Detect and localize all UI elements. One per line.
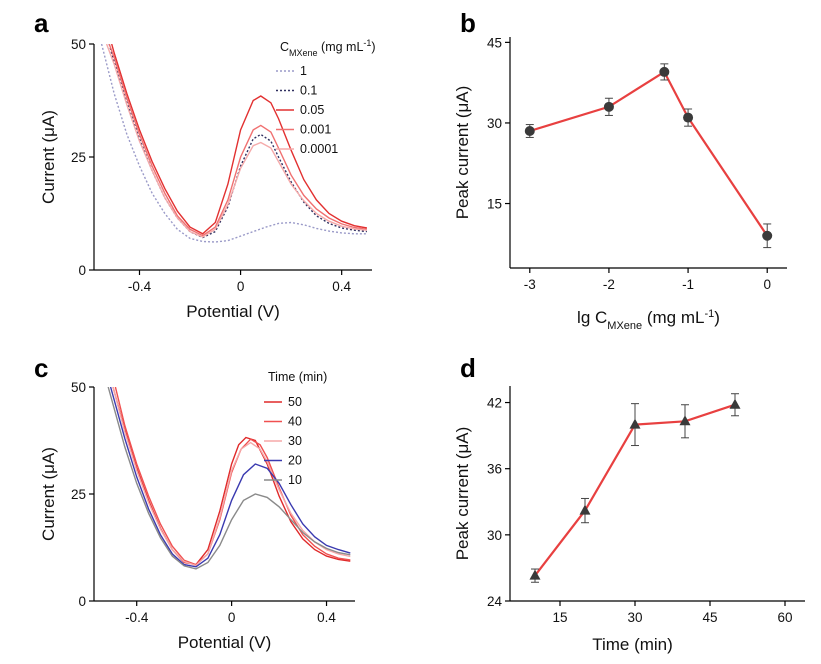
y-axis-label: Peak current (μA) xyxy=(453,86,472,220)
legend-label: 30 xyxy=(288,434,302,448)
x-tick-label: 0.4 xyxy=(332,279,351,294)
x-axis-label: Potential (V) xyxy=(178,633,272,652)
legend-label: 50 xyxy=(288,395,302,409)
x-tick-label: -3 xyxy=(524,277,536,292)
x-tick-label: 60 xyxy=(777,610,792,625)
curves xyxy=(107,387,351,570)
x-tick-label: -0.4 xyxy=(125,610,149,625)
series-line-40 xyxy=(114,387,351,566)
y-tick-label: 24 xyxy=(487,594,503,609)
data-point xyxy=(524,126,535,137)
legend-label: 0.0001 xyxy=(300,142,338,156)
data-point xyxy=(629,418,641,429)
series-line-0.0001 xyxy=(105,44,367,238)
x-axis-label: Time (min) xyxy=(592,635,673,654)
x-tick-label: -1 xyxy=(682,277,694,292)
legend-label: 0.1 xyxy=(300,84,317,98)
y-axis-label: Peak current (μA) xyxy=(453,427,472,561)
series-line-10 xyxy=(107,387,351,570)
chart-b: -3 -2 -1 0 15 30 45 lg CMXene (mg mL-1) Peak cur… xyxy=(453,35,787,332)
series-line-20 xyxy=(109,387,351,568)
series-line-0.1 xyxy=(108,44,367,239)
legend-label: 20 xyxy=(288,454,302,468)
legend-label: 0.05 xyxy=(300,103,324,117)
legend-title: CMXene (mg mL-1) xyxy=(280,38,376,58)
x-tick-label: -2 xyxy=(603,277,615,292)
y-tick-label: 45 xyxy=(487,35,502,50)
y-tick-label: 42 xyxy=(487,396,502,411)
series-line-0.001 xyxy=(108,44,367,237)
legend-label: 10 xyxy=(288,473,302,487)
data-point xyxy=(529,569,541,580)
y-tick-label: 50 xyxy=(71,37,86,52)
x-tick-label: 0 xyxy=(237,279,245,294)
panel-letter-c: c xyxy=(34,353,48,383)
x-tick-label: 30 xyxy=(627,610,642,625)
x-tick-label: 0 xyxy=(763,277,771,292)
x-axis-label: lg CMXene (mg mL-1) xyxy=(577,308,720,332)
x-tick-label: 15 xyxy=(552,610,567,625)
legend-label: 0.001 xyxy=(300,123,331,137)
y-tick-label: 0 xyxy=(78,594,86,609)
y-axis-label: Current (μA) xyxy=(39,110,58,204)
data-point xyxy=(603,101,614,112)
legend-label: 1 xyxy=(300,64,307,78)
x-axis-label: Potential (V) xyxy=(186,302,280,321)
series-line-0.05 xyxy=(111,44,368,235)
chart-a: -0.4 0 0.4 0 25 50 Potential (V) Current (μA) CM… xyxy=(39,37,376,321)
y-axis-label: Current (μA) xyxy=(39,447,58,541)
data-point xyxy=(762,230,773,241)
data-point xyxy=(579,504,591,515)
series-line xyxy=(529,70,769,237)
y-tick-label: 36 xyxy=(487,462,502,477)
curves xyxy=(100,44,368,243)
chart-c: -0.4 0 0.4 0 25 50 Potential (V) Current (μA) Ti… xyxy=(39,370,355,652)
panel-letter-b: b xyxy=(460,8,476,38)
data-point xyxy=(679,415,691,426)
y-tick-label: 15 xyxy=(487,197,502,212)
x-tick-label: 45 xyxy=(702,610,717,625)
data-point xyxy=(659,66,670,77)
legend: Time (min) 50 40 30 20 10 xyxy=(264,370,327,487)
y-tick-label: 25 xyxy=(71,150,86,165)
legend-label: 40 xyxy=(288,415,302,429)
series-line-50 xyxy=(112,387,351,566)
x-tick-label: 0.4 xyxy=(317,610,336,625)
data-point xyxy=(729,398,741,409)
data-point xyxy=(683,112,694,123)
y-tick-label: 50 xyxy=(71,380,86,395)
x-tick-label: -0.4 xyxy=(128,279,152,294)
legend: CMXene (mg mL-1) 1 0.1 0.05 0.001 0.0001 xyxy=(276,38,376,156)
x-tick-label: 0 xyxy=(228,610,236,625)
chart-d: 15 30 45 60 24 30 36 42 Time (min) Peak current (… xyxy=(453,386,805,654)
y-tick-label: 30 xyxy=(487,528,502,543)
series-line-30 xyxy=(112,387,351,567)
panel-letter-d: d xyxy=(460,353,476,383)
y-tick-label: 0 xyxy=(78,263,86,278)
legend-title: Time (min) xyxy=(268,370,327,384)
y-tick-label: 30 xyxy=(487,116,502,131)
panel-letter-a: a xyxy=(34,8,49,38)
y-tick-label: 25 xyxy=(71,487,86,502)
